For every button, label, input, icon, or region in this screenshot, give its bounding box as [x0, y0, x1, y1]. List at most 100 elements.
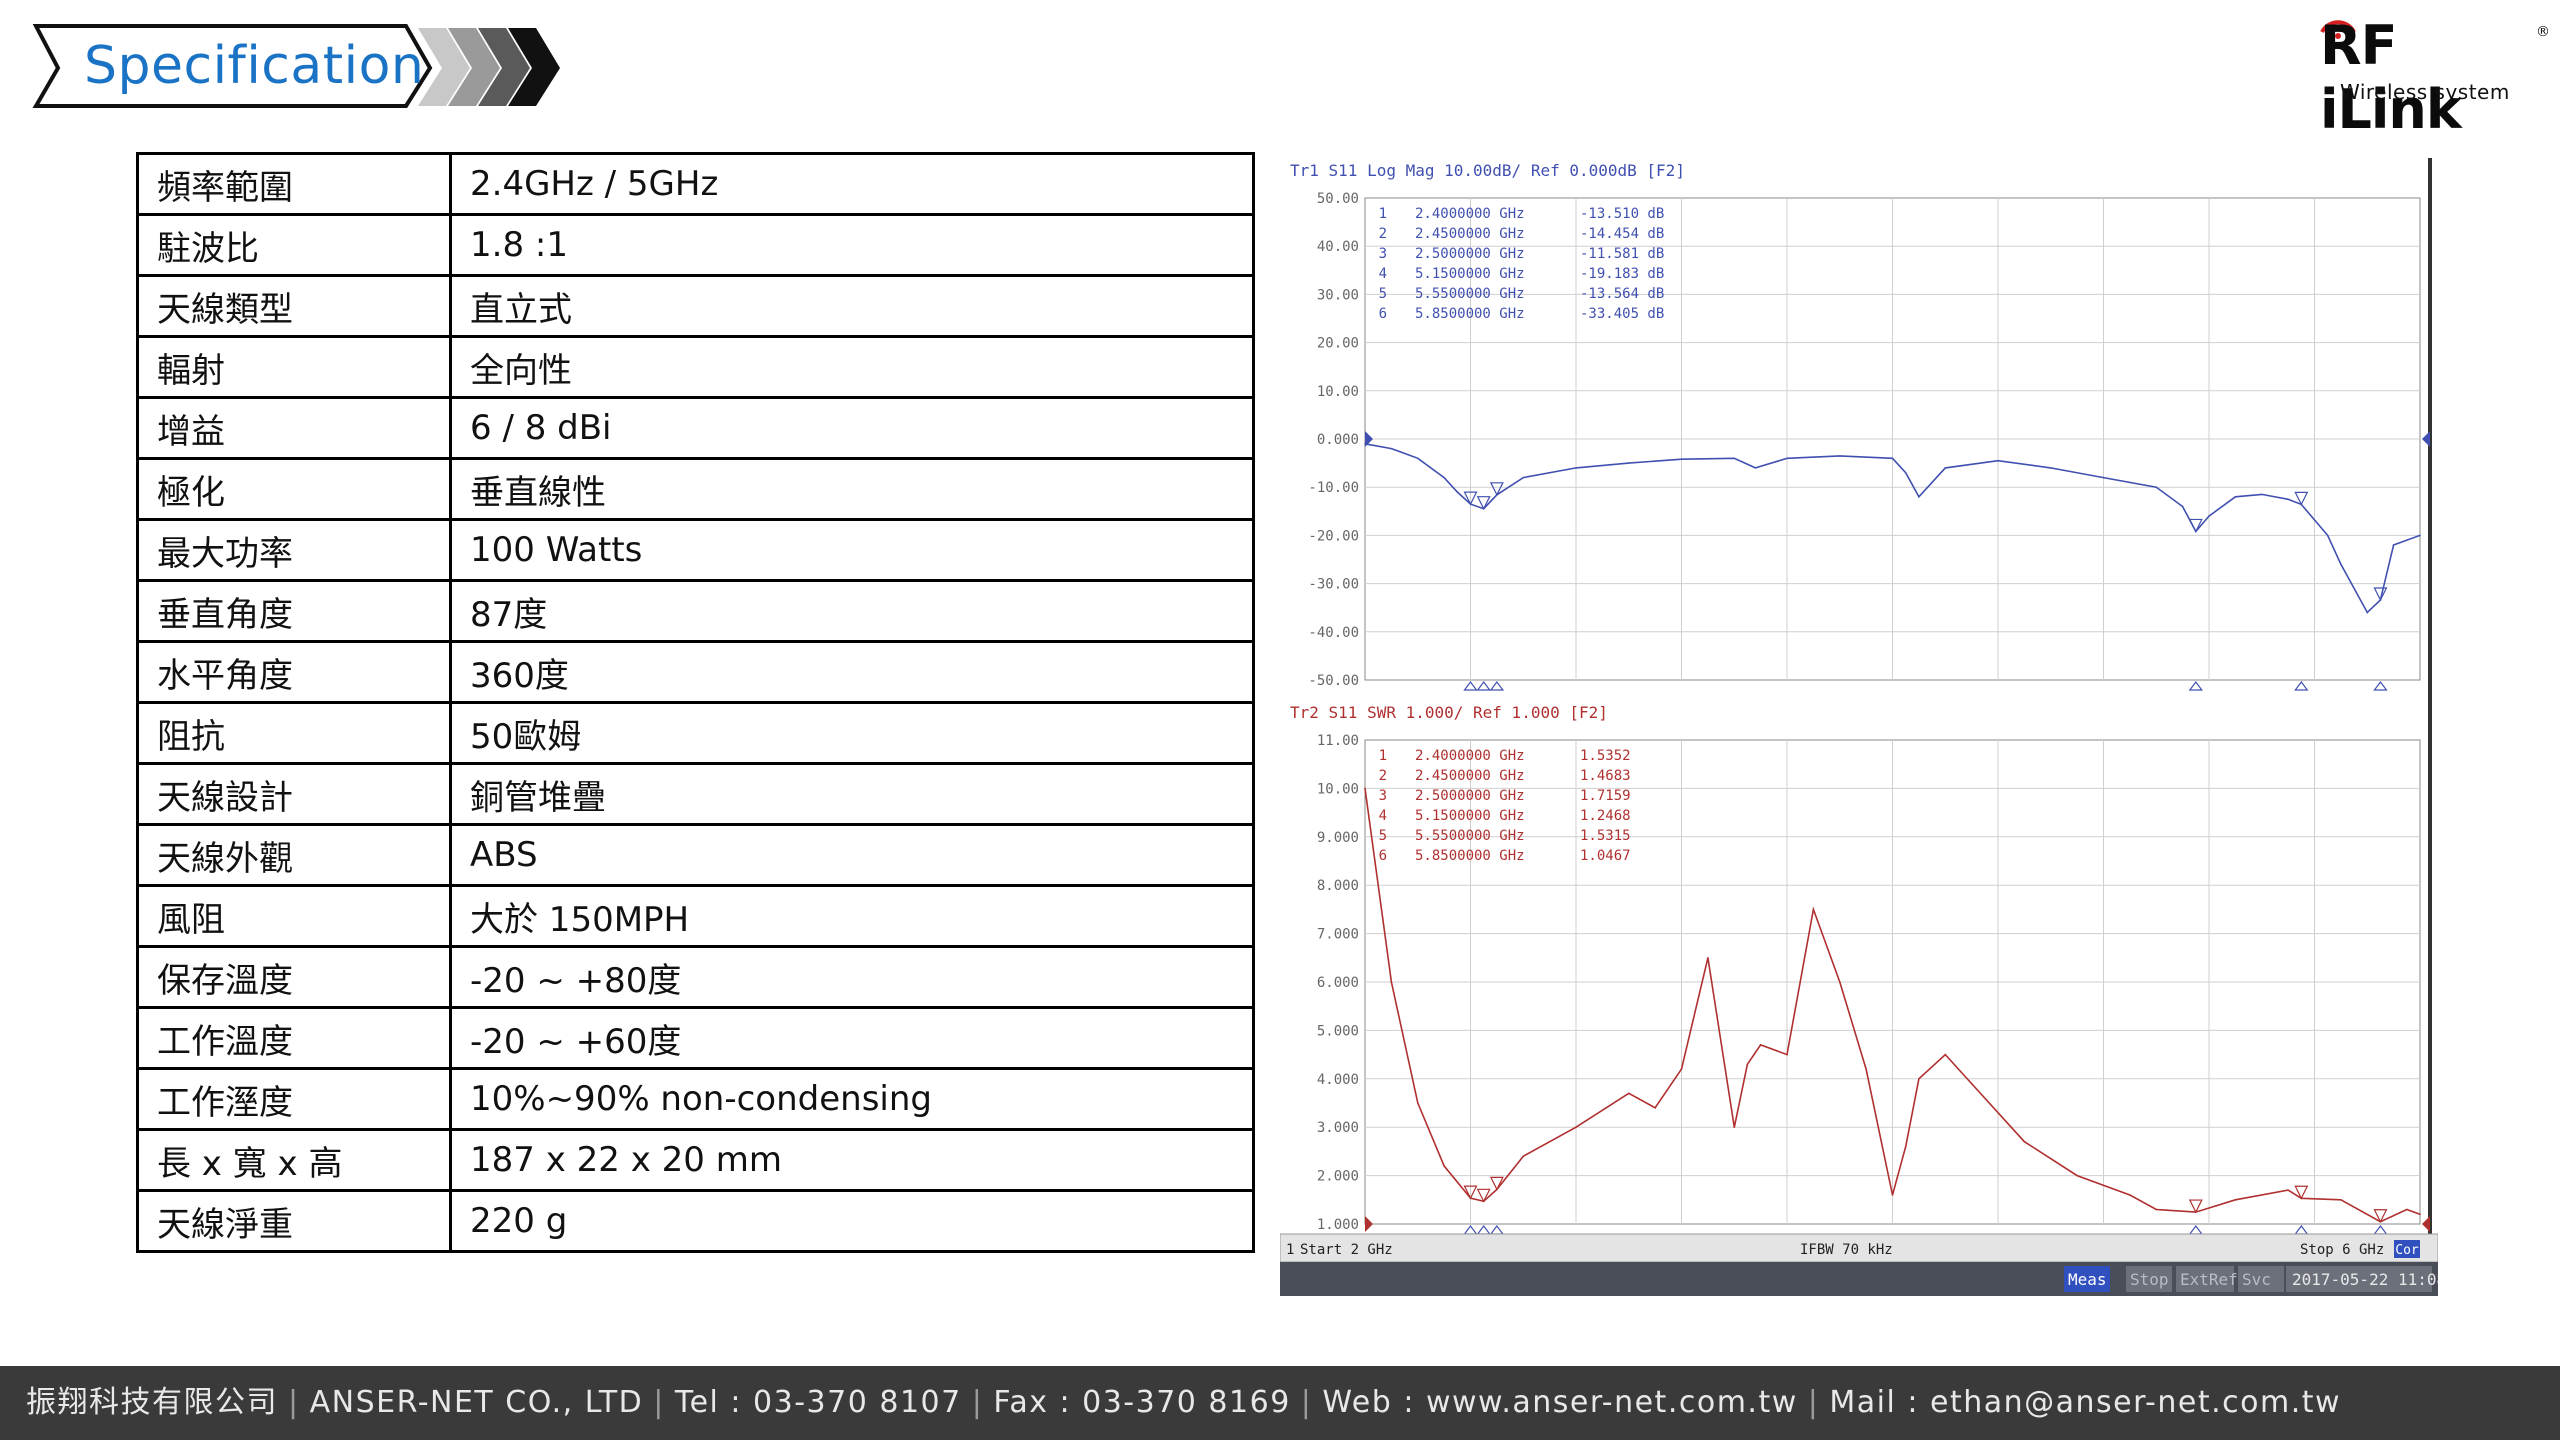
trace-point [1944, 1053, 1947, 1056]
marker-value: 1.4683 [1580, 768, 1631, 784]
title-banner-shape [32, 24, 433, 108]
marker-frequency: 5.5500000 GHz [1415, 286, 1525, 302]
vna-status-button [2238, 1266, 2284, 1292]
y-tick-label: 40.00 [1317, 239, 1359, 255]
vna-status-button [2064, 1266, 2110, 1292]
trace-point [1786, 1053, 1788, 1056]
vna-status-button-label: ExtRef [2180, 1270, 2238, 1289]
marker-id: 3 [1379, 788, 1387, 804]
spec-value: 全向性 [449, 335, 1255, 399]
trace-point [2208, 515, 2210, 517]
trace-point [1522, 1155, 1525, 1158]
marker-triangle-icon [2188, 1199, 2203, 1214]
spec-key: 工作溫度 [136, 1006, 452, 1070]
marker-position-icon [1463, 681, 1478, 691]
vna-status-button-label: Stop [2130, 1270, 2169, 1289]
y-tick-label: 3.000 [1317, 1120, 1359, 1136]
spec-value: 銅管堆疊 [449, 762, 1255, 826]
y-tick-label: -30.00 [1308, 577, 1359, 593]
spec-row: 天線設計 銅管堆疊 [136, 762, 1255, 826]
trace-point [2392, 544, 2395, 546]
spec-value: -20 ~ +60度 [449, 1006, 1255, 1070]
marker-position-icon [1476, 681, 1491, 691]
trace-point [1918, 1078, 1920, 1080]
marker-triangle-icon [2373, 1209, 2388, 1224]
marker-triangle-icon [2294, 491, 2309, 506]
trace-point [1838, 455, 1841, 457]
marker-frequency: 2.4000000 GHz [1415, 206, 1525, 222]
vna-status-button-label: Svc [2242, 1270, 2271, 1289]
trace-point [1891, 457, 1894, 460]
status-bar [1280, 1233, 2438, 1263]
trace-title: Tr2 S11 SWR 1.000/ Ref 1.000 [F2] [1290, 703, 1608, 722]
marker-triangle-icon [2188, 518, 2203, 533]
vna-status-button [2176, 1266, 2234, 1292]
spec-row: 增益 6 / 8 dBi [136, 396, 1255, 460]
trace-point [1390, 981, 1393, 983]
spec-value: 6 / 8 dBi [449, 396, 1255, 460]
trace-point [1891, 1194, 1894, 1196]
trace-point [1904, 1145, 1907, 1148]
trace-point [2049, 467, 2052, 469]
marker-id: 4 [1379, 808, 1387, 824]
trace-point [2129, 1194, 2131, 1196]
spec-value: 220 g [449, 1189, 1255, 1253]
marker-value: 1.5315 [1580, 828, 1631, 844]
footer-item: Tel : 03-370 8107 [674, 1385, 962, 1420]
spec-key: 駐波比 [136, 213, 452, 277]
trace-point [2102, 476, 2105, 479]
channel-label: 1 [1286, 1242, 1294, 1258]
trace-point [1754, 467, 1757, 469]
footer-item: ANSER-NET CO., LTD [309, 1385, 644, 1420]
marker-value: -13.564 dB [1580, 286, 1664, 302]
y-tick-label: 9.000 [1317, 830, 1359, 846]
footer-separator: | [653, 1385, 665, 1420]
y-tick-label: 2.000 [1317, 1169, 1359, 1185]
y-tick-label: 8.000 [1317, 878, 1359, 894]
trace-point [1865, 1068, 1867, 1070]
marker-frequency: 5.8500000 GHz [1415, 306, 1525, 322]
trace-point [2366, 611, 2369, 614]
marker-triangle-icon [1463, 491, 1478, 506]
marker-frequency: 2.4000000 GHz [1415, 748, 1525, 764]
marker-triangle-icon [1476, 496, 1491, 511]
spec-table: 頻率範圍 2.4GHz / 5GHz 駐波比 1.8 :1 天線類型 直立式 輻射 全向性 增益… [136, 152, 1255, 1253]
company-logo: RF iLink ® Wireless system [2310, 10, 2550, 141]
y-tick-label: 1.000 [1317, 1217, 1359, 1233]
footer-separator: | [288, 1385, 300, 1420]
vna-right-edge [2428, 158, 2432, 1276]
trace-point [1746, 1063, 1749, 1066]
marker-id: 4 [1379, 266, 1387, 282]
trace-point [1627, 1092, 1630, 1095]
spec-row: 頻率範圍 2.4GHz / 5GHz [136, 152, 1255, 216]
vna-status-button-label: Meas [2068, 1270, 2107, 1289]
y-tick-label: 5.000 [1317, 1023, 1359, 1039]
page-title: Specification [84, 36, 425, 96]
marker-triangle-icon [2373, 587, 2388, 602]
y-tick-label: 4.000 [1317, 1072, 1359, 1088]
y-tick-label: -50.00 [1308, 673, 1359, 689]
y-tick-label: 50.00 [1317, 191, 1359, 207]
marker-value: 1.5352 [1580, 748, 1631, 764]
trace-point [1364, 443, 1366, 445]
stop-frequency: Stop 6 GHz [2300, 1242, 2384, 1258]
spec-key: 天線設計 [136, 762, 452, 826]
spec-row: 垂直角度 87度 [136, 579, 1255, 643]
cor-label: Cor [2395, 1243, 2419, 1258]
marker-triangle-icon [1489, 1176, 1504, 1191]
spec-table-body: 頻率範圍 2.4GHz / 5GHz 駐波比 1.8 :1 天線類型 直立式 輻射 全向性 增益… [136, 152, 1255, 1253]
trace-point [1443, 476, 1445, 479]
chevron-arrow-icon [418, 28, 470, 106]
y-tick-label: 10.00 [1317, 781, 1359, 797]
trace-point [2155, 1208, 2158, 1211]
footer-item: Fax : 03-370 8169 [993, 1385, 1291, 1420]
marker-value: 1.0467 [1580, 848, 1631, 864]
trace-point [1575, 467, 1577, 469]
trace-point [1838, 981, 1841, 983]
marker-frequency: 5.8500000 GHz [1415, 848, 1525, 864]
marker-value: -11.581 dB [1580, 246, 1664, 262]
spec-value: 100 Watts [449, 518, 1255, 582]
y-tick-label: 7.000 [1317, 927, 1359, 943]
trace-point [1918, 496, 1920, 498]
spec-row: 極化 垂直線性 [136, 457, 1255, 521]
